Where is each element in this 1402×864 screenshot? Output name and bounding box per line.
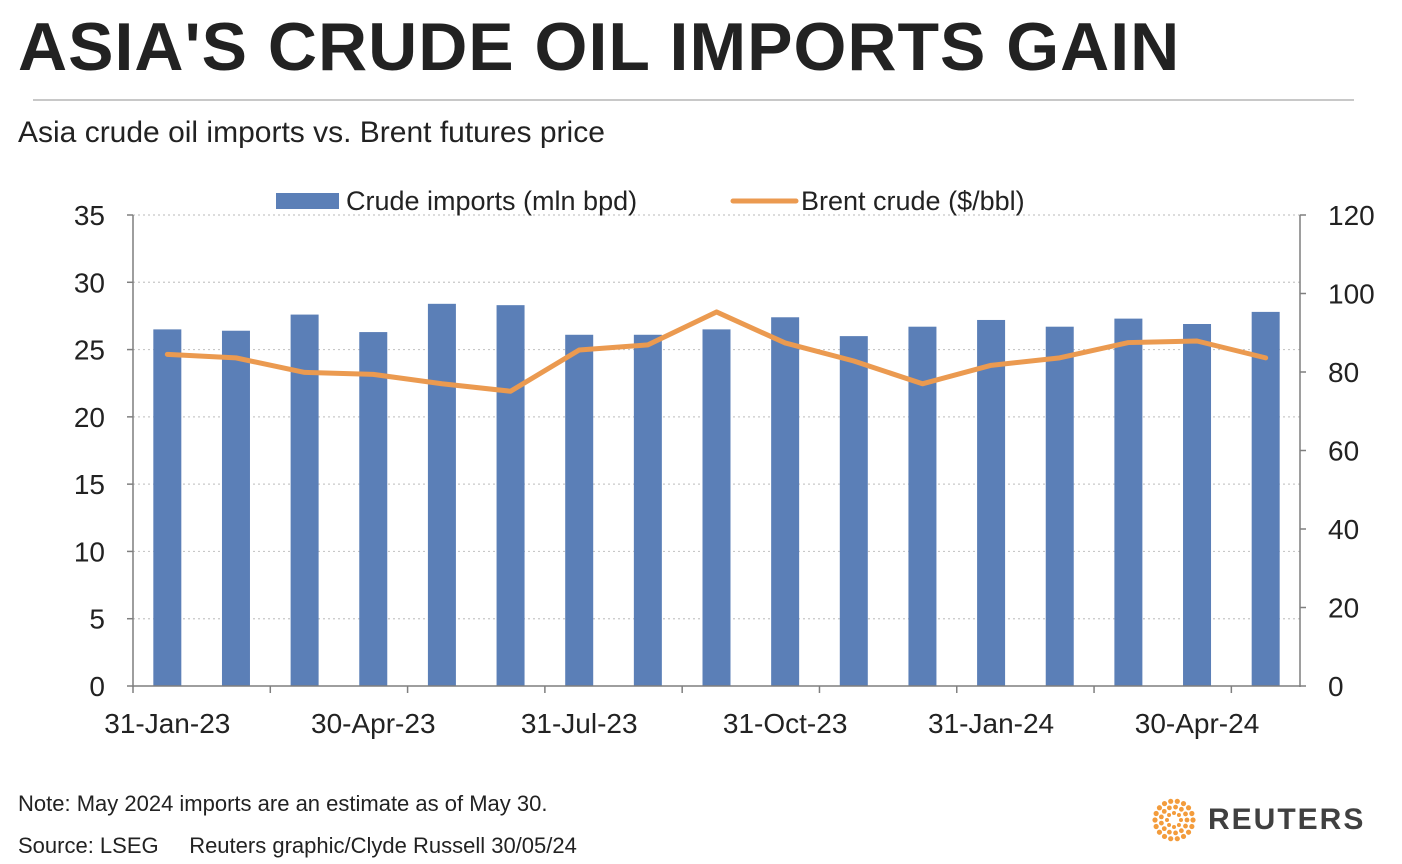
logo-dot: [1161, 800, 1168, 807]
left-tick-label: 0: [89, 671, 105, 702]
logo-dot: [1174, 836, 1180, 842]
legend: Crude imports (mln bpd) Brent crude ($/bb…: [276, 186, 1025, 216]
left-tick-label: 30: [74, 267, 105, 298]
logo-dot: [1167, 813, 1172, 818]
x-tick-label: 31-Jan-24: [928, 708, 1054, 739]
import-bar: [771, 317, 800, 686]
right-tick-label: 60: [1328, 436, 1359, 467]
source-credit: Source: LSEG Reuters graphic/Clyde Russe…: [18, 833, 577, 858]
import-bar: [153, 329, 182, 686]
logo-dot: [1185, 829, 1192, 835]
logo-dot: [1165, 818, 1169, 822]
logo-dot: [1185, 805, 1192, 811]
import-bar: [1114, 318, 1143, 686]
import-bar: [702, 329, 731, 686]
logo-dot: [1174, 798, 1180, 804]
import-bar: [908, 326, 937, 686]
right-tick-label: 80: [1328, 357, 1359, 388]
left-tick-label: 20: [74, 402, 105, 433]
import-bar: [1045, 326, 1074, 686]
brent-price-line: [164, 309, 1269, 394]
logo-dot: [1183, 811, 1188, 817]
logo-dot: [1178, 828, 1184, 834]
import-bar: [290, 314, 319, 686]
combo-chart: 0 5 10 15 20 25 30 35 0 20 40 60 80 100 120 31-Jan-23 30…: [74, 186, 1375, 739]
x-tick-label: 31-Jan-23: [104, 708, 230, 739]
logo-dot: [1172, 825, 1176, 829]
logo-dot: [1158, 820, 1164, 826]
legend-label-brent: Brent crude ($/bbl): [801, 186, 1025, 216]
logo-dot: [1172, 811, 1176, 815]
legend-swatch-imports: [276, 193, 339, 209]
line-series: [164, 309, 1269, 394]
title-divider: [33, 99, 1354, 101]
logo-dot: [1180, 833, 1187, 840]
left-tick-label: 10: [74, 536, 105, 567]
logo-dot: [1178, 806, 1184, 812]
right-tick-label: 120: [1328, 200, 1375, 231]
logo-dot: [1152, 817, 1158, 823]
logo-dot: [1156, 805, 1163, 811]
reuters-logo: REUTERS: [1150, 796, 1365, 844]
x-tick-label: 31-Oct-23: [723, 708, 848, 739]
x-tick-label: 31-Jul-23: [521, 708, 638, 739]
chart-title: ASIA'S CRUDE OIL IMPORTS GAIN: [18, 9, 1181, 85]
logo-dot: [1161, 833, 1168, 840]
left-tick-label: 5: [89, 604, 105, 635]
footnote: Note: May 2024 imports are an estimate a…: [18, 791, 548, 816]
chart-subtitle: Asia crude oil imports vs. Brent futures…: [18, 116, 605, 149]
logo-dot: [1153, 810, 1159, 817]
reuters-logo-icon: [1152, 798, 1196, 842]
logo-dot: [1158, 814, 1164, 820]
legend-label-imports: Crude imports (mln bpd): [346, 186, 637, 216]
import-bar: [221, 330, 250, 686]
logo-dot: [1189, 810, 1195, 817]
logo-dot: [1167, 822, 1172, 827]
logo-dot: [1183, 823, 1188, 829]
import-bar: [1183, 324, 1212, 686]
import-bar: [633, 334, 662, 686]
logo-dot: [1176, 813, 1181, 818]
bar-series: [153, 303, 1280, 686]
logo-dot: [1168, 798, 1174, 804]
import-bar: [977, 319, 1006, 686]
import-bar: [565, 334, 594, 686]
logo-dot: [1179, 818, 1183, 822]
import-bar: [427, 303, 456, 686]
logo-dot: [1184, 817, 1190, 823]
x-tick-label: 30-Apr-23: [311, 708, 436, 739]
logo-dot: [1173, 830, 1178, 836]
import-bar: [496, 305, 525, 686]
logo-dot: [1176, 822, 1181, 827]
left-tick-label: 35: [74, 200, 105, 231]
import-bar: [359, 332, 388, 686]
axes: 0 5 10 15 20 25 30 35 0 20 40 60 80 100 120 31-Jan-23 30…: [74, 200, 1375, 739]
logo-dot: [1166, 805, 1172, 811]
logo-dot: [1153, 823, 1159, 830]
logo-dot: [1173, 804, 1178, 810]
right-tick-label: 100: [1328, 279, 1375, 310]
logo-dot: [1156, 829, 1163, 835]
logo-dot: [1168, 836, 1174, 842]
x-tick-label: 30-Apr-24: [1135, 708, 1260, 739]
import-bar: [1251, 311, 1280, 686]
logo-dot: [1166, 829, 1172, 835]
logo-dot: [1189, 823, 1195, 830]
logo-dot: [1180, 800, 1187, 807]
right-tick-label: 40: [1328, 514, 1359, 545]
logo-dot: [1161, 808, 1167, 814]
reuters-logo-text: REUTERS: [1208, 803, 1366, 836]
logo-dot: [1161, 826, 1167, 832]
left-tick-label: 25: [74, 335, 105, 366]
logo-dot: [1190, 817, 1196, 823]
right-tick-label: 20: [1328, 593, 1359, 624]
left-tick-label: 15: [74, 469, 105, 500]
right-tick-label: 0: [1328, 671, 1344, 702]
import-bar: [839, 336, 868, 686]
